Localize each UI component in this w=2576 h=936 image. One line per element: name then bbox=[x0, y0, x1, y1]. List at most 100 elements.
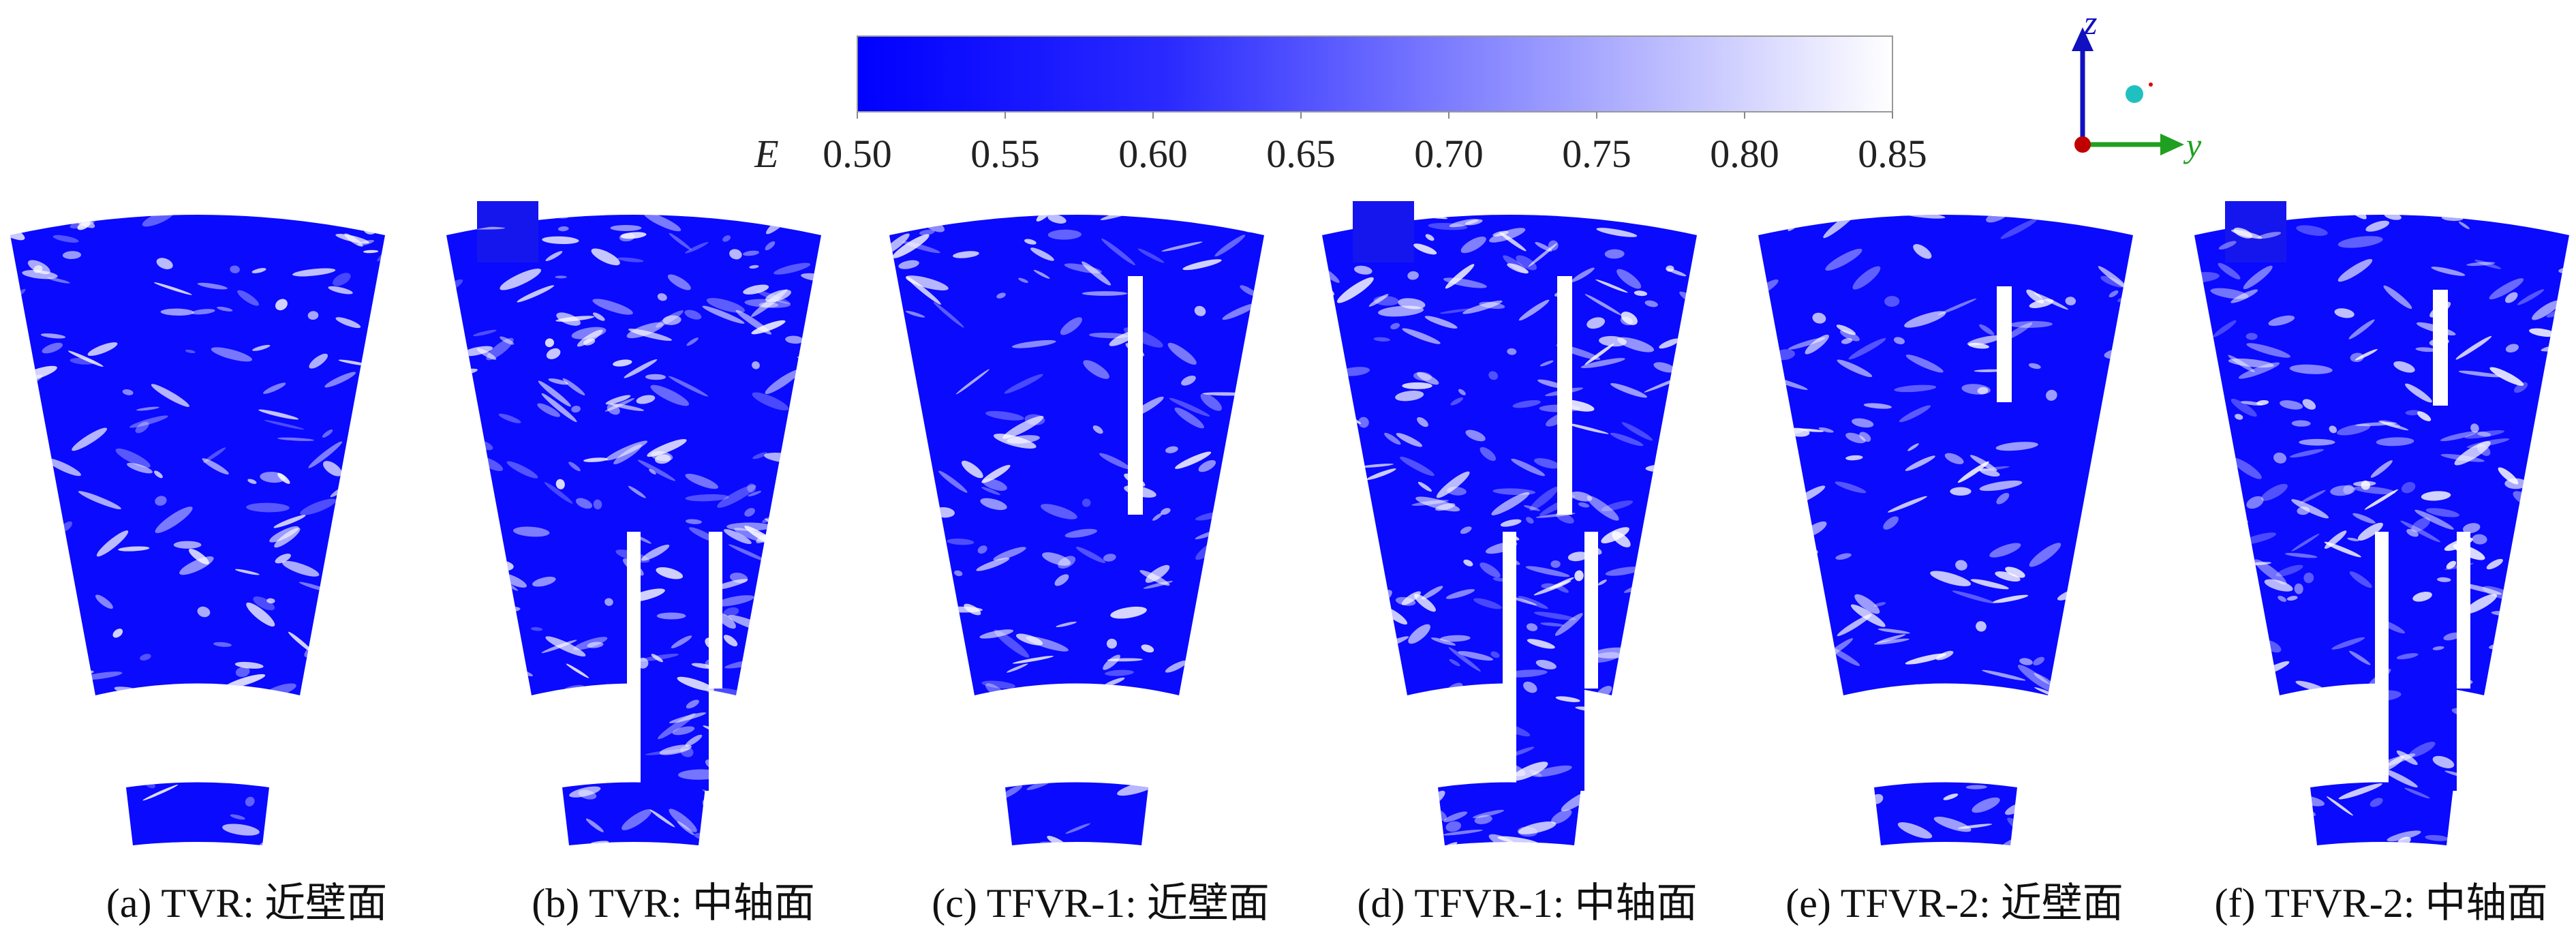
streak bbox=[1212, 709, 1243, 725]
streak bbox=[729, 544, 767, 562]
streak bbox=[498, 413, 521, 423]
streak bbox=[730, 780, 772, 797]
streak bbox=[1803, 608, 1815, 614]
streak bbox=[905, 275, 949, 291]
streak bbox=[503, 703, 538, 722]
streak bbox=[230, 814, 245, 820]
streak bbox=[771, 557, 810, 573]
streak bbox=[1507, 846, 1545, 856]
streak bbox=[78, 491, 121, 510]
streak bbox=[2096, 746, 2106, 756]
streak bbox=[996, 292, 1006, 299]
streak bbox=[264, 420, 304, 430]
streak bbox=[198, 685, 226, 697]
streak bbox=[1225, 498, 1259, 511]
streak bbox=[1047, 215, 1067, 224]
streak bbox=[335, 233, 369, 244]
streak bbox=[778, 674, 787, 681]
streak bbox=[2119, 699, 2133, 713]
streak bbox=[2240, 401, 2263, 406]
streak bbox=[2464, 594, 2498, 614]
streak bbox=[2417, 411, 2432, 421]
streak bbox=[649, 468, 656, 475]
streak bbox=[1065, 823, 1091, 834]
streak bbox=[1322, 751, 1333, 757]
streak bbox=[2195, 472, 2223, 481]
streak bbox=[1160, 202, 1205, 209]
streak bbox=[605, 395, 631, 405]
streak bbox=[1619, 742, 1645, 761]
streak bbox=[2502, 711, 2525, 720]
streak bbox=[155, 496, 167, 506]
streak bbox=[1257, 427, 1264, 437]
streak bbox=[1082, 261, 1111, 286]
streak bbox=[1450, 397, 1464, 406]
streak bbox=[1599, 335, 1627, 347]
streak bbox=[2536, 519, 2569, 536]
streak bbox=[667, 274, 691, 290]
streak bbox=[1167, 342, 1197, 365]
streak bbox=[1662, 217, 1697, 228]
streak bbox=[2296, 225, 2328, 236]
streak bbox=[203, 447, 226, 463]
streak bbox=[2532, 300, 2560, 320]
streak bbox=[234, 661, 264, 669]
streak bbox=[263, 382, 286, 394]
streak bbox=[1982, 669, 2026, 681]
panels: (a) TVR: 近壁面 (b) TVR: 中轴面 (c) TFVR-1: 近壁面 (… bbox=[10, 201, 2569, 926]
streak bbox=[446, 762, 478, 773]
streak bbox=[1662, 444, 1697, 454]
panel: (a) TVR: 近壁面 bbox=[10, 215, 387, 926]
streak bbox=[955, 369, 990, 395]
streak bbox=[1443, 277, 1487, 288]
streak bbox=[1916, 844, 1932, 845]
streak bbox=[2370, 798, 2383, 807]
streak bbox=[1597, 579, 1607, 586]
streak bbox=[751, 320, 786, 335]
streak bbox=[446, 330, 464, 349]
streak bbox=[2194, 501, 2204, 510]
streak bbox=[685, 519, 702, 524]
streak bbox=[752, 452, 768, 459]
streak bbox=[949, 753, 980, 761]
streak bbox=[1615, 761, 1627, 766]
streak bbox=[358, 648, 372, 656]
field-region bbox=[446, 215, 821, 695]
streak bbox=[651, 654, 663, 663]
streak bbox=[2034, 673, 2054, 686]
streak bbox=[2254, 678, 2275, 689]
streak bbox=[1096, 738, 1141, 751]
streak bbox=[2100, 275, 2125, 288]
streak bbox=[1529, 486, 1559, 511]
streak bbox=[1969, 455, 1997, 472]
streak bbox=[10, 740, 28, 752]
streak bbox=[2046, 796, 2086, 813]
streak bbox=[1948, 755, 1962, 766]
streak bbox=[753, 607, 765, 612]
streak bbox=[905, 310, 925, 318]
streak bbox=[793, 425, 821, 454]
streak bbox=[755, 806, 779, 813]
streak bbox=[2003, 770, 2022, 786]
streak bbox=[2034, 686, 2072, 703]
streak bbox=[1439, 308, 1472, 314]
streak bbox=[1891, 708, 1917, 711]
streak bbox=[1766, 597, 1780, 607]
streak bbox=[1161, 508, 1171, 515]
streak bbox=[353, 676, 382, 686]
streak bbox=[1218, 215, 1229, 218]
streak bbox=[933, 301, 964, 328]
streak bbox=[2303, 572, 2314, 584]
streak bbox=[185, 349, 196, 354]
streak bbox=[747, 483, 756, 493]
streak bbox=[749, 265, 759, 269]
streak bbox=[160, 308, 194, 316]
streak bbox=[2214, 409, 2226, 421]
streak bbox=[1914, 684, 1946, 706]
streak bbox=[252, 344, 271, 351]
streak bbox=[1867, 728, 1878, 738]
streak bbox=[1848, 337, 1886, 360]
streak bbox=[2509, 586, 2526, 598]
streak bbox=[2329, 425, 2337, 434]
panel-caption: (d) TFVR-1: 中轴面 bbox=[1358, 881, 1698, 926]
